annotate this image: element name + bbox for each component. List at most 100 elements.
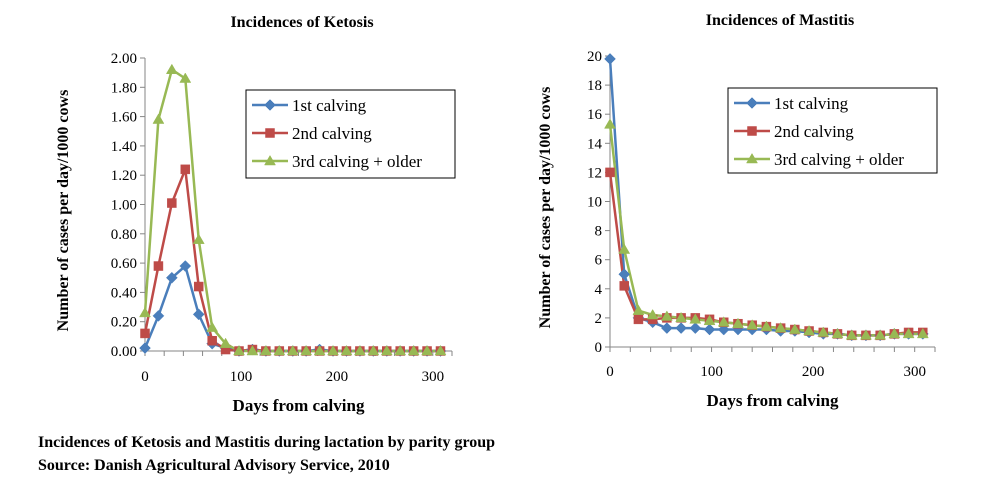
- figure-source: Source: Danish Agricultural Advisory Ser…: [38, 457, 390, 474]
- ketosis-data-point: [206, 321, 219, 332]
- ketosis-data-point: [233, 345, 245, 356]
- ketosis-data-point: [340, 345, 353, 356]
- ketosis-data-point: [192, 308, 205, 321]
- mastitis-title: Incidences of Mastitis: [706, 12, 854, 29]
- mastitis-data-point: [660, 310, 673, 321]
- ketosis-data-point: [166, 271, 178, 284]
- ketosis-data-point: [152, 113, 165, 124]
- ketosis-data-point: [207, 335, 217, 346]
- mastitis-series-markers-3: [604, 118, 929, 340]
- ketosis-data-point: [407, 345, 420, 356]
- ketosis-chart: Incidences of Ketosis 0.00 0.20 0.40 0.60 0.8…: [55, 14, 456, 415]
- mastitis-y-tick-label: 14: [587, 136, 603, 152]
- mastitis-data-point: [888, 327, 901, 339]
- mastitis-data-point: [619, 281, 629, 291]
- mastitis-data-point: [675, 322, 687, 334]
- mastitis-legend-label: 3rd calving + older: [774, 150, 904, 169]
- mastitis-y-tick-label: 4: [595, 282, 603, 298]
- mastitis-legend-label: 1st calving: [774, 94, 849, 113]
- ketosis-data-point: [153, 261, 164, 271]
- mastitis-y-tick-label: 8: [595, 224, 603, 240]
- mastitis-y-axis-label: Number of cases per day/1000 cows: [537, 87, 554, 329]
- mastitis-data-point: [675, 311, 688, 323]
- mastitis-x-tick-label: 100: [700, 364, 723, 380]
- mastitis-data-point: [618, 243, 631, 254]
- ketosis-data-point: [421, 345, 433, 356]
- ketosis-data-point: [300, 345, 313, 356]
- mastitis-data-point: [689, 322, 702, 334]
- ketosis-y-tick-label: 1.80: [111, 80, 137, 96]
- ketosis-series-markers-3: [139, 63, 447, 356]
- mastitis-data-point: [632, 304, 645, 315]
- ketosis-series-markers-2: [140, 164, 446, 356]
- mastitis-data-point: [817, 326, 830, 337]
- ketosis-data-point: [394, 345, 407, 356]
- ketosis-data-point: [380, 345, 393, 356]
- ketosis-data-point: [139, 306, 151, 318]
- mastitis-data-point: [746, 319, 759, 330]
- mastitis-data-point: [646, 308, 659, 320]
- ketosis-legend-label: 2nd calving: [292, 124, 372, 143]
- ketosis-series-1: [143, 264, 441, 353]
- mastitis-data-point: [604, 53, 616, 65]
- mastitis-data-point: [902, 327, 915, 339]
- mastitis-data-point: [661, 322, 673, 334]
- ketosis-y-tick-label: 1.20: [111, 168, 137, 184]
- ketosis-data-point: [313, 345, 326, 356]
- mastitis-data-point: [618, 268, 631, 281]
- ketosis-data-point: [139, 342, 151, 354]
- ketosis-y-axis-label: Number of cases per day/1000 cows: [55, 90, 72, 332]
- mastitis-y-tick-label: 6: [595, 253, 603, 269]
- ketosis-data-point: [286, 345, 299, 356]
- mastitis-x-tick-label: 200: [802, 364, 825, 380]
- ketosis-legend-marker: [264, 155, 276, 166]
- ketosis-data-point: [179, 72, 192, 83]
- mastitis-legend-marker: [746, 153, 758, 164]
- mastitis-y-tick-label: 20: [587, 49, 602, 65]
- mastitis-data-point: [916, 327, 929, 339]
- mastitis-data-point: [605, 167, 615, 178]
- mastitis-data-point: [604, 118, 616, 129]
- ketosis-legend-label: 1st calving: [292, 96, 367, 115]
- figure-caption: Incidences of Ketosis and Mastitis durin…: [38, 434, 496, 451]
- ketosis-title: Incidences of Ketosis: [230, 14, 373, 31]
- ketosis-series-line: [143, 168, 441, 353]
- ketosis-series-line: [143, 264, 441, 353]
- ketosis-data-point: [259, 345, 272, 356]
- ketosis-data-point: [152, 309, 165, 322]
- mastitis-data-point: [788, 323, 801, 334]
- ketosis-x-tick-label: 300: [422, 369, 445, 385]
- ketosis-data-point: [246, 345, 259, 356]
- ketosis-y-tick-label: 0.20: [111, 315, 137, 331]
- mastitis-y-tick-label: 12: [587, 165, 602, 181]
- mastitis-x-axis-label: Days from calving: [707, 391, 839, 410]
- mastitis-y-tick-label: 2: [595, 311, 603, 327]
- ketosis-data-point: [165, 63, 178, 74]
- ketosis-data-point: [353, 345, 366, 356]
- mastitis-data-point: [874, 329, 887, 340]
- ketosis-series-markers-1: [139, 260, 447, 357]
- mastitis-data-point: [803, 324, 815, 336]
- ketosis-data-point: [180, 164, 191, 175]
- mastitis-data-point: [732, 317, 744, 328]
- ketosis-data-point: [273, 345, 286, 356]
- mastitis-data-point: [845, 329, 858, 340]
- mastitis-y-tick-label: 18: [587, 78, 602, 94]
- ketosis-x-tick-label: 200: [326, 369, 349, 385]
- ketosis-series-2: [143, 168, 441, 353]
- ketosis-legend-marker: [265, 128, 275, 138]
- mastitis-data-point: [703, 323, 716, 336]
- ketosis-data-point: [192, 233, 205, 244]
- ketosis-data-point: [219, 337, 232, 348]
- mastitis-legend-marker: [747, 126, 757, 136]
- ketosis-y-tick-label: 0.60: [111, 256, 137, 272]
- ketosis-y-tick-label: 0.00: [111, 344, 137, 360]
- ketosis-x-axis-label: Days from calving: [233, 396, 365, 415]
- mastitis-data-point: [831, 327, 844, 339]
- mastitis-data-point: [633, 314, 644, 325]
- mastitis-series-2: [608, 172, 923, 337]
- ketosis-x-tick-label: 100: [230, 369, 253, 385]
- ketosis-data-point: [434, 345, 447, 356]
- mastitis-data-point: [689, 313, 702, 324]
- ketosis-y-tick-label: 0.40: [111, 285, 137, 301]
